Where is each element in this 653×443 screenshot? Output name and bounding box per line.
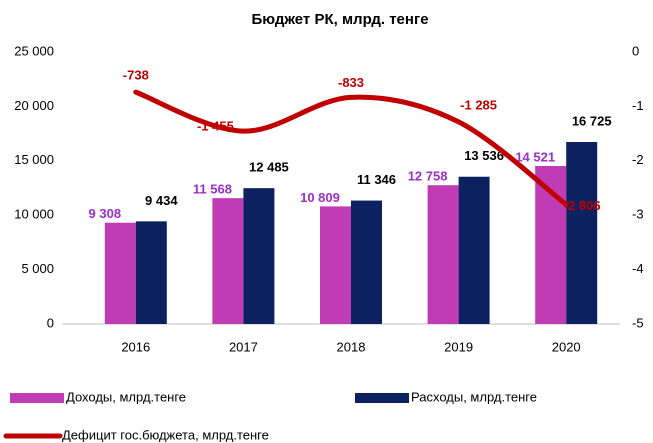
data-label: -738 xyxy=(123,68,149,83)
y-tick-label: 5 000 xyxy=(21,261,54,276)
y2-tick-label: -1 xyxy=(632,98,644,113)
y-tick-label: 10 000 xyxy=(14,207,54,222)
bar xyxy=(135,221,167,324)
bar xyxy=(458,176,490,324)
x-tick-label: 2019 xyxy=(444,339,473,354)
y-tick-label: 20 000 xyxy=(14,98,54,113)
y2-tick-label: -4 xyxy=(632,261,644,276)
data-label: 12 485 xyxy=(249,160,289,175)
x-tick-label: 2017 xyxy=(229,339,258,354)
y-tick-label: 0 xyxy=(47,315,54,330)
data-label: 11 568 xyxy=(193,182,232,197)
legend-swatch xyxy=(10,393,64,403)
data-label: 9 434 xyxy=(145,193,178,208)
data-label: 16 725 xyxy=(572,113,612,128)
data-label: 11 346 xyxy=(357,172,396,187)
bar xyxy=(320,206,351,324)
data-label: 13 536 xyxy=(464,148,504,163)
data-label: 9 308 xyxy=(89,206,122,221)
data-label: -833 xyxy=(338,75,364,90)
y-tick-label: 15 000 xyxy=(14,152,54,167)
y2-tick-label: 0 xyxy=(632,43,639,58)
bar xyxy=(243,188,275,324)
data-label: -1 455 xyxy=(197,119,234,134)
x-tick-label: 2020 xyxy=(552,339,581,354)
y-tick-label: 25 000 xyxy=(14,43,54,58)
legend-label: Доходы, млрд.тенге xyxy=(66,389,186,404)
y2-tick-label: -5 xyxy=(632,315,644,330)
data-label: 12 758 xyxy=(408,169,448,184)
bar xyxy=(104,222,136,324)
chart-title: Бюджет РК, млрд. тенге xyxy=(251,11,428,28)
data-label: -1 285 xyxy=(460,97,497,112)
line xyxy=(133,89,569,208)
legend-swatch xyxy=(355,393,409,403)
y2-tick-label: -2 xyxy=(632,152,644,167)
bar xyxy=(566,142,598,324)
x-tick-label: 2018 xyxy=(337,339,366,354)
bar xyxy=(212,198,244,324)
data-label: 14 521 xyxy=(515,149,555,164)
data-label: 10 809 xyxy=(300,190,340,205)
data-label: -2 806 xyxy=(564,198,601,213)
bar xyxy=(351,200,382,324)
legend-label: Расходы, млрд.тенге xyxy=(411,389,537,404)
x-tick-label: 2016 xyxy=(121,339,150,354)
legend-label: Дефицит гос.бюджета, млрд.тенге xyxy=(62,427,269,442)
y2-tick-label: -3 xyxy=(632,207,644,222)
bar xyxy=(427,185,459,324)
